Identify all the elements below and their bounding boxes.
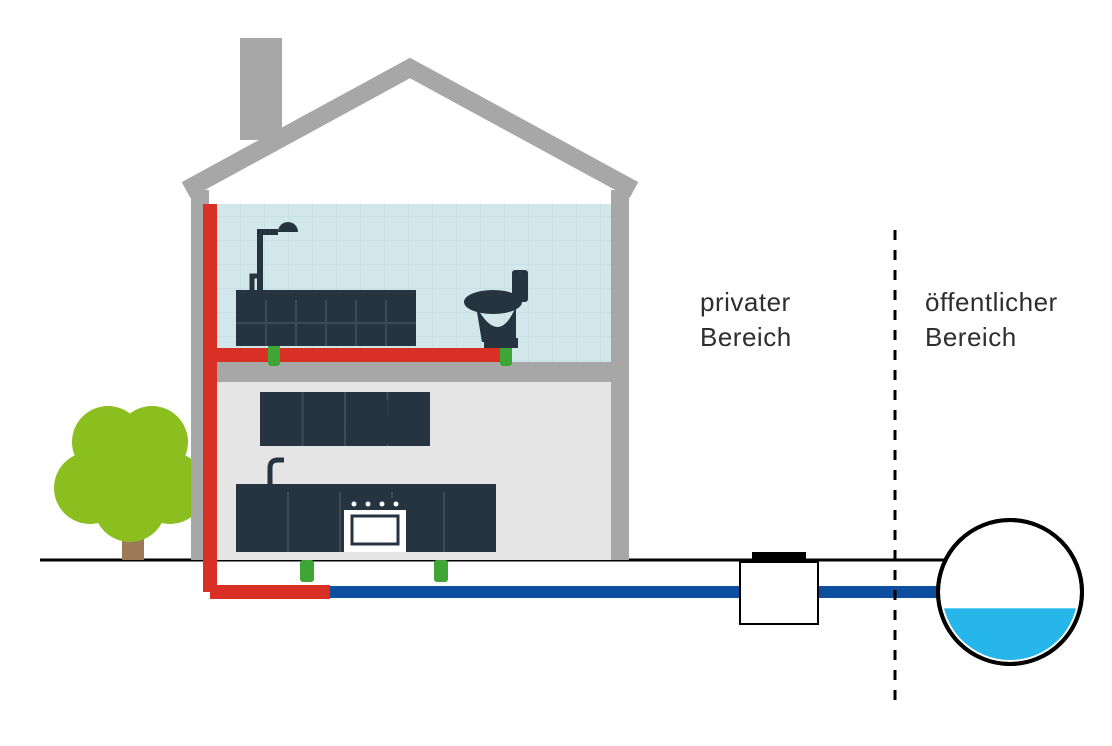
countertop: [236, 484, 496, 492]
chimney: [240, 38, 282, 140]
trap-kitchen1: [300, 560, 314, 582]
range-hood-icon: [346, 416, 410, 444]
diagram-root: { "canvas":{"w":1112,"h":746,"bg":"#ffff…: [0, 0, 1112, 746]
tree-icon: [54, 406, 206, 542]
label-public-line2: Bereich: [925, 322, 1017, 352]
label-public: öffentlicher Bereich: [925, 285, 1058, 355]
label-public-line1: öffentlicher: [925, 287, 1058, 317]
diagram-svg: [0, 0, 1112, 746]
label-private-line2: Bereich: [700, 322, 792, 352]
sewer-water: [938, 608, 1082, 660]
inspection-chamber: [740, 562, 818, 624]
label-private: privater Bereich: [700, 285, 792, 355]
trap-bath: [268, 344, 280, 366]
wall-right: [611, 190, 629, 560]
trap-kitchen2: [434, 560, 448, 582]
label-private-line1: privater: [700, 287, 791, 317]
manhole-cap: [752, 552, 806, 562]
